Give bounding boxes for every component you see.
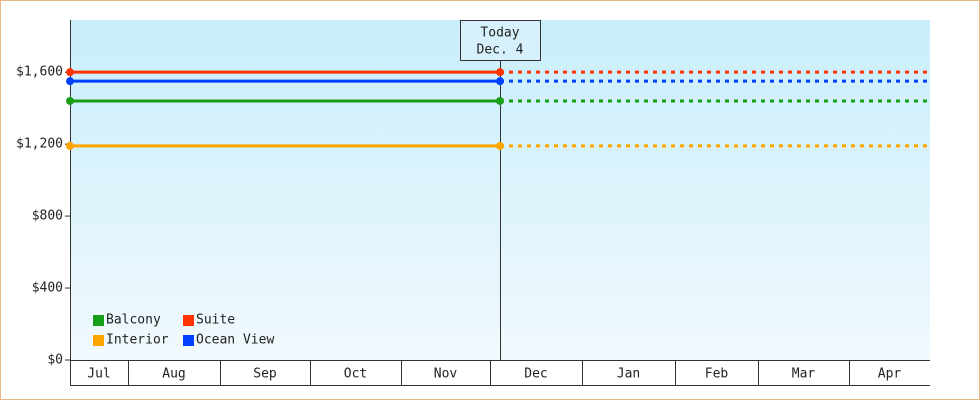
legend-label: Interior — [106, 333, 169, 348]
y-tick-label: $1,600 — [16, 65, 63, 80]
legend-label: Balcony — [106, 313, 161, 328]
legend-swatch — [183, 335, 194, 346]
price-point — [66, 77, 74, 86]
x-tick-label: Aug — [162, 367, 185, 382]
x-tick-label: Nov — [434, 367, 458, 382]
y-tick-label: $1,200 — [16, 137, 63, 152]
x-tick-label: Oct — [344, 367, 367, 382]
legend-swatch — [93, 335, 104, 346]
price-point — [496, 68, 504, 77]
legend-swatch — [93, 315, 104, 326]
x-tick-label: Jul — [87, 367, 110, 382]
x-tick-label: Feb — [705, 367, 729, 382]
y-tick-label: $0 — [47, 353, 63, 368]
price-point — [66, 96, 74, 105]
x-tick-label: Mar — [792, 367, 816, 382]
legend-swatch — [183, 315, 194, 326]
price-point — [496, 141, 504, 150]
legend-label: Suite — [196, 313, 235, 328]
today-label: Today — [480, 26, 519, 41]
x-tick-label: Sep — [253, 367, 277, 382]
price-point — [496, 96, 504, 105]
y-tick-label: $800 — [32, 209, 63, 224]
today-box — [460, 20, 541, 61]
today-date: Dec. 4 — [477, 43, 524, 58]
y-tick-label: $400 — [32, 281, 63, 296]
price-point — [66, 68, 74, 77]
x-tick-label: Jan — [617, 367, 640, 382]
x-tick-label: Dec — [524, 367, 547, 382]
legend-label: Ocean View — [196, 333, 274, 348]
price-point — [496, 77, 504, 86]
x-tick-label: Apr — [878, 367, 902, 382]
price-point — [66, 141, 74, 150]
